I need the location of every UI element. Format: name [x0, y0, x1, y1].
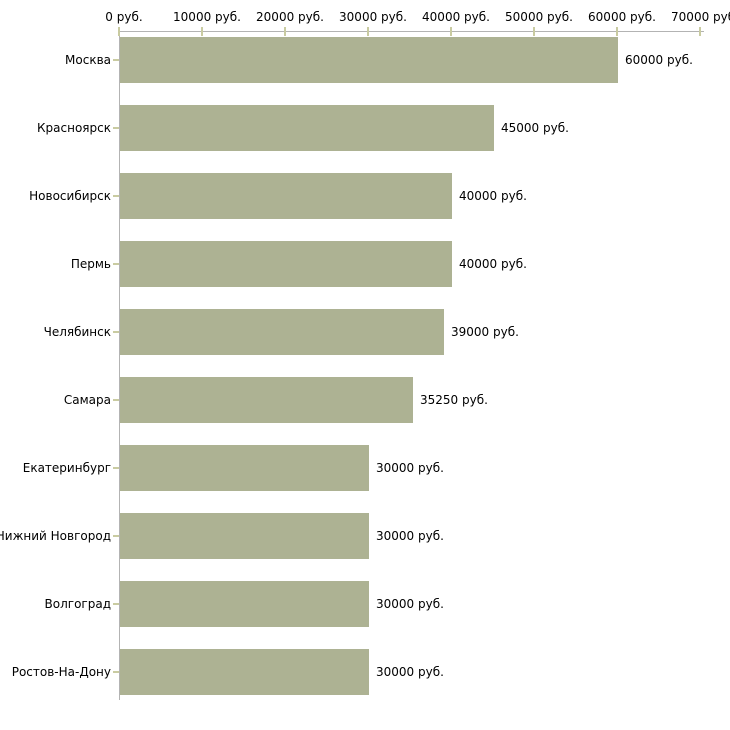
x-axis-tick — [699, 27, 701, 36]
x-axis-tick — [284, 27, 286, 36]
bar-3 — [120, 241, 452, 287]
category-label: Красноярск — [37, 121, 111, 135]
category-tick — [113, 195, 119, 197]
category-tick — [113, 127, 119, 129]
x-axis-line — [119, 31, 704, 32]
category-tick — [113, 59, 119, 61]
x-axis-tick — [118, 27, 120, 36]
x-axis-tick — [450, 27, 452, 36]
category-label: Ростов-На-Дону — [11, 665, 111, 679]
category-tick — [113, 535, 119, 537]
x-axis-tick-label: 50000 руб. — [505, 10, 573, 24]
bar-9 — [120, 649, 369, 695]
bar-2 — [120, 173, 452, 219]
value-label: 35250 руб. — [420, 393, 488, 407]
category-tick — [113, 603, 119, 605]
y-axis-line — [119, 31, 120, 700]
bar-8 — [120, 581, 369, 627]
category-label: Волгоград — [44, 597, 111, 611]
x-axis-tick-label: 10000 руб. — [173, 10, 241, 24]
category-label: Москва — [65, 53, 111, 67]
bar-0 — [120, 37, 618, 83]
category-tick — [113, 671, 119, 673]
x-axis-tick-label: 20000 руб. — [256, 10, 324, 24]
x-axis-tick-label: 30000 руб. — [339, 10, 407, 24]
category-tick — [113, 263, 119, 265]
value-label: 30000 руб. — [376, 665, 444, 679]
bar-1 — [120, 105, 494, 151]
bar-6 — [120, 445, 369, 491]
value-label: 60000 руб. — [625, 53, 693, 67]
category-tick — [113, 399, 119, 401]
category-label: Пермь — [70, 257, 111, 271]
bar-7 — [120, 513, 369, 559]
value-label: 39000 руб. — [451, 325, 519, 339]
category-label: Новосибирск — [29, 189, 111, 203]
x-axis-tick — [616, 27, 618, 36]
value-label: 40000 руб. — [459, 257, 527, 271]
category-label: Екатеринбург — [22, 461, 111, 475]
category-tick — [113, 331, 119, 333]
x-axis-tick-label: 0 руб. — [105, 10, 143, 24]
value-label: 40000 руб. — [459, 189, 527, 203]
bar-4 — [120, 309, 444, 355]
x-axis-tick-label: 70000 руб. — [671, 10, 730, 24]
x-axis-tick — [201, 27, 203, 36]
value-label: 30000 руб. — [376, 529, 444, 543]
x-axis-tick-label: 40000 руб. — [422, 10, 490, 24]
value-label: 30000 руб. — [376, 597, 444, 611]
category-label: Нижний Новгород — [0, 529, 111, 543]
x-axis-tick-label: 60000 руб. — [588, 10, 656, 24]
x-axis-tick — [367, 27, 369, 36]
x-axis-tick — [533, 27, 535, 36]
value-label: 45000 руб. — [501, 121, 569, 135]
bar-5 — [120, 377, 413, 423]
value-label: 30000 руб. — [376, 461, 444, 475]
category-label: Самара — [63, 393, 111, 407]
category-tick — [113, 467, 119, 469]
category-label: Челябинск — [43, 325, 111, 339]
